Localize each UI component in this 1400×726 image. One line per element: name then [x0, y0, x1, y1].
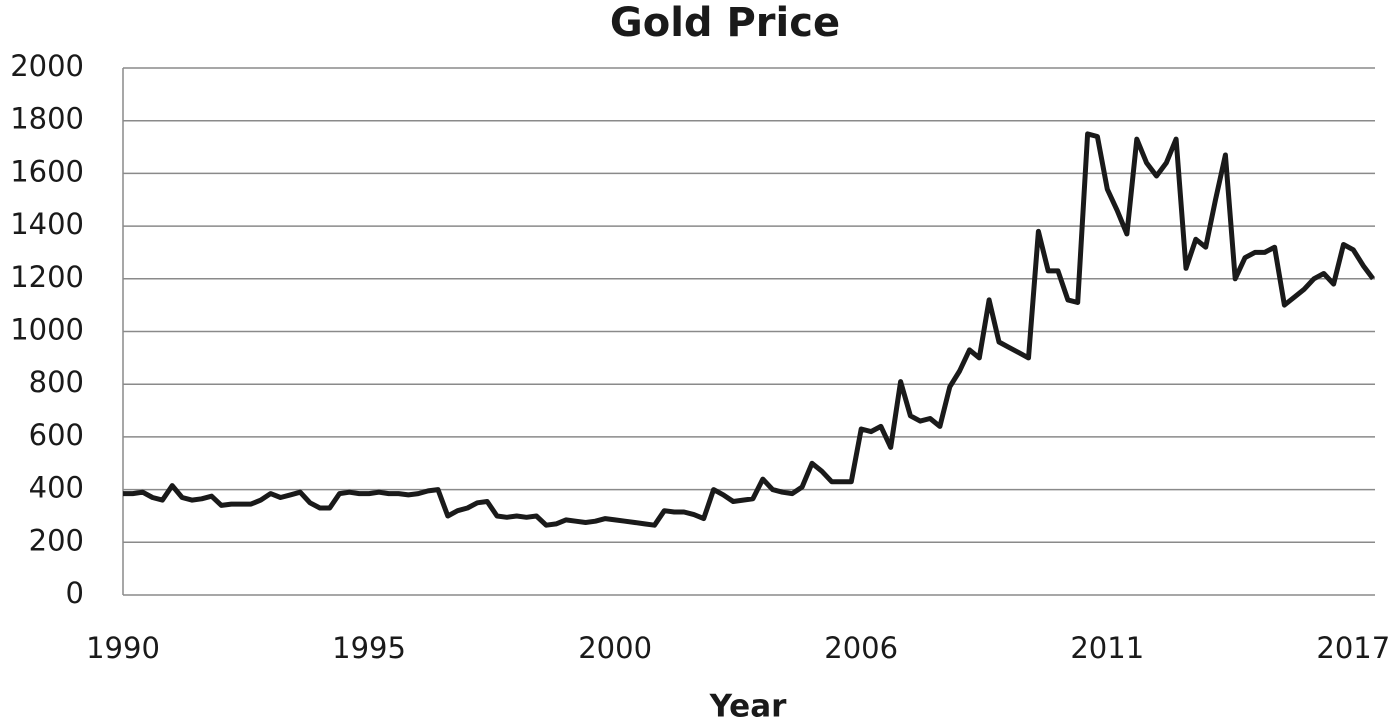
x-axis-label: Year [709, 689, 788, 725]
x-tick-label: 2011 [1070, 631, 1144, 665]
y-tick-label: 1200 [10, 260, 84, 294]
y-tick-label: 0 [66, 576, 84, 610]
price-line [123, 131, 1376, 528]
y-tick-label: 400 [29, 471, 84, 505]
x-tick-label: 1990 [86, 631, 160, 665]
y-tick-label: 1800 [10, 102, 84, 136]
chart-title: Gold Price [610, 0, 840, 46]
y-tick-label: 800 [29, 365, 84, 399]
y-tick-label: 200 [29, 523, 84, 557]
x-tick-label: 2000 [578, 631, 652, 665]
y-tick-label: 1000 [10, 313, 84, 347]
y-tick-label: 1400 [10, 207, 84, 241]
y-tick-label: 600 [29, 418, 84, 452]
y-tick-label: 2000 [10, 49, 84, 83]
x-tick-label: 2017 [1316, 631, 1390, 665]
y-tick-label: 1600 [10, 154, 84, 188]
x-tick-label: 2006 [824, 631, 898, 665]
x-tick-label: 1995 [332, 631, 406, 665]
